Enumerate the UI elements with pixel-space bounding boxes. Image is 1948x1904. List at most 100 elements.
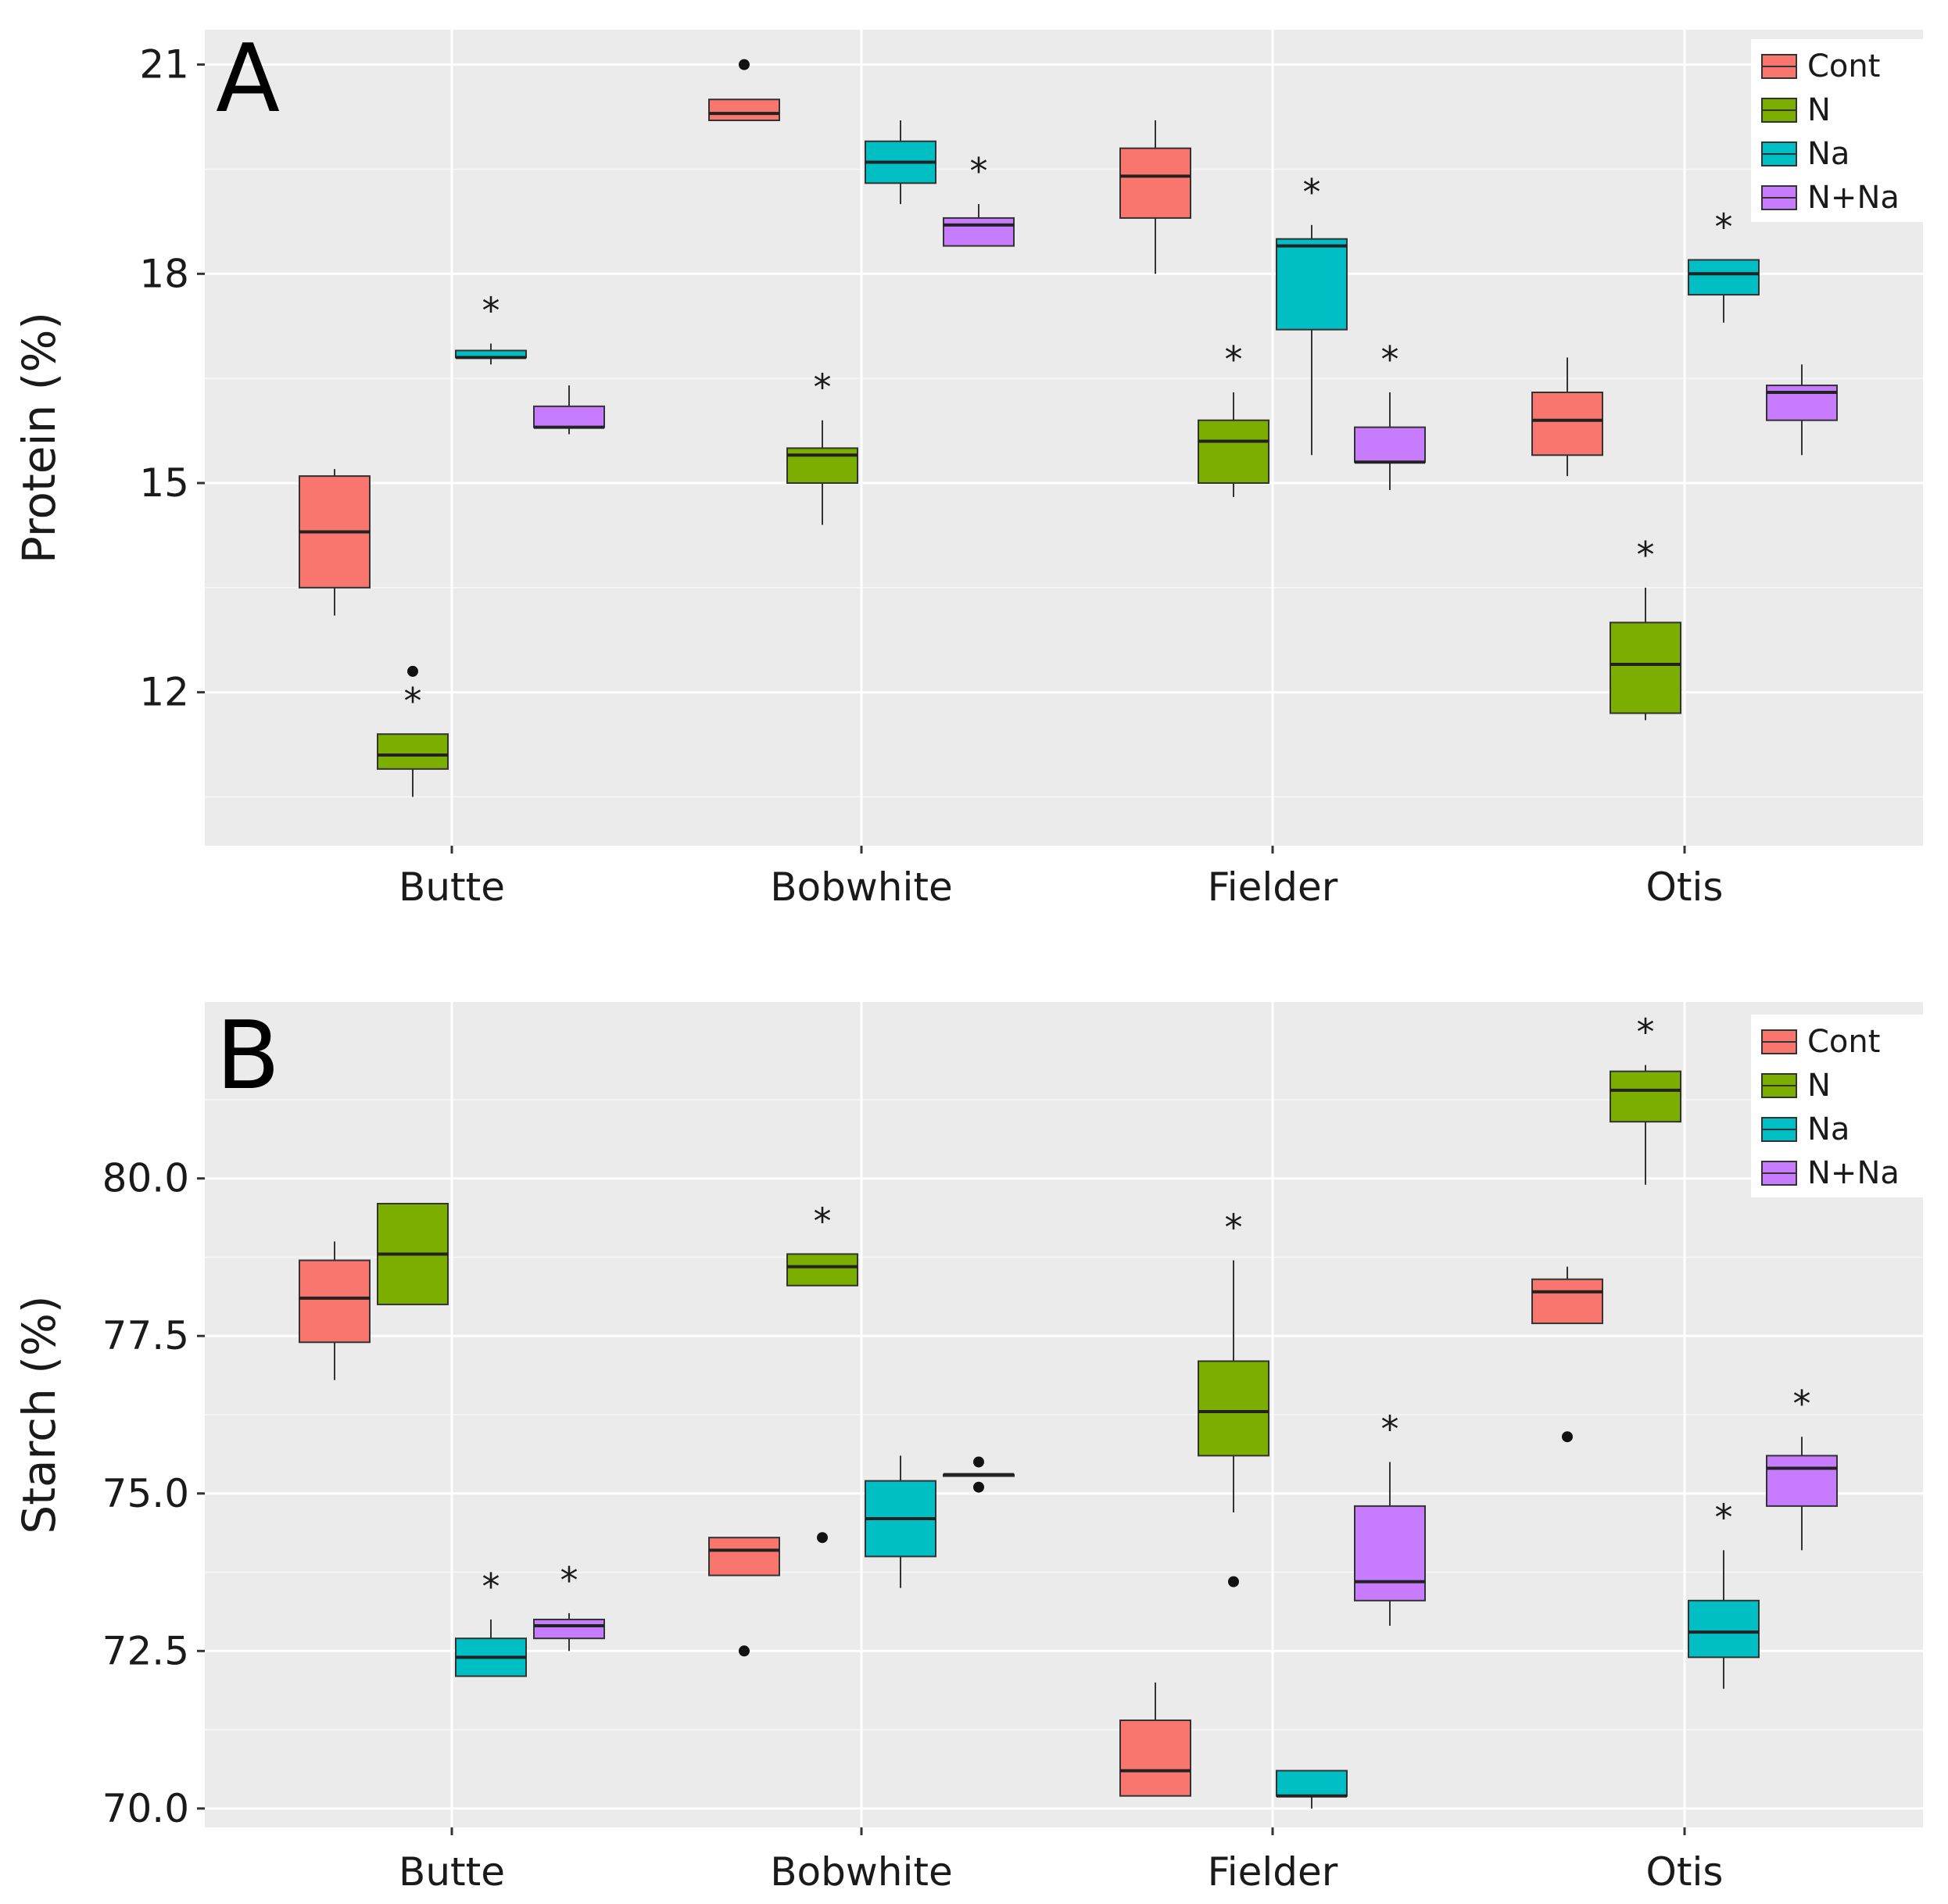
panel-a-otis-na-significance-star: * — [1715, 206, 1733, 248]
panel-a-butte-n-box: * — [377, 665, 449, 797]
panel-a-xtick-label-otis: Otis — [1646, 864, 1724, 910]
panel-b-legend-key-cont: Cont — [1761, 1024, 1880, 1060]
panel-a-legend-label-cont: Cont — [1807, 48, 1880, 84]
panel-b-legend-key-n: N — [1761, 1068, 1831, 1104]
panel-b: 70.0 72.5 75.0 77.5 80.0 Butte Bobwhite Fielder… — [13, 1002, 1923, 1895]
panel-b-ytick-label: 75.0 — [102, 1471, 189, 1516]
panel-b-otis-n-plus-na-significance-star: * — [1793, 1383, 1811, 1425]
panel-a-bobwhite-cont-iqr — [708, 98, 780, 121]
panel-b-butte-n-plus-na-box: * — [533, 1559, 605, 1652]
panel-a-butte-n-iqr — [377, 733, 449, 770]
panel-a-legend-key-cont: Cont — [1761, 48, 1880, 84]
panel-a-otis-n-iqr — [1610, 621, 1681, 714]
panel-a-legend-key-na: Na — [1761, 136, 1850, 172]
panel-a-legend-label-n-plus-na: N+Na — [1807, 180, 1900, 216]
panel-b-fielder-n-plus-na-box: * — [1354, 1408, 1426, 1627]
panel-a-fielder-n-iqr — [1198, 419, 1269, 485]
panel-a-legend-key-n-plus-na: N+Na — [1761, 180, 1900, 216]
panel-b-bobwhite-n-significance-star: * — [814, 1200, 832, 1242]
panel-a-butte-cont-box — [299, 469, 371, 616]
panel-b-bobwhite-n-outlier — [817, 1532, 828, 1544]
panel-b-fielder-n-plus-na-significance-star: * — [1381, 1408, 1399, 1450]
panel-a-otis-n-box: * — [1610, 534, 1681, 721]
panel-b-xtick-label-butte: Butte — [399, 1849, 505, 1895]
panel-b-butte-n-box — [377, 1202, 449, 1305]
panel-b-xtick-label-bobwhite: Bobwhite — [770, 1849, 952, 1895]
panel-a-butte-n-significance-star: * — [404, 680, 422, 722]
panel-a-ytick-label: 15 — [139, 460, 189, 506]
panel-b-legend-key-n-plus-na: N+Na — [1761, 1155, 1900, 1191]
panel-a-background — [205, 30, 1923, 846]
panel-a-fielder-n-significance-star: * — [1225, 338, 1243, 381]
panel-b-butte-n-plus-na-significance-star: * — [560, 1559, 578, 1602]
panel-a-bobwhite-n-plus-na-significance-star: * — [970, 150, 988, 192]
panel-b-fielder-n-iqr — [1198, 1360, 1269, 1457]
panel-b-otis-na-significance-star: * — [1715, 1496, 1733, 1538]
panel-b-legend-label-cont: Cont — [1807, 1024, 1880, 1060]
panel-b-bobwhite-cont-outlier — [739, 1645, 750, 1657]
panel-b-bobwhite-na-box — [865, 1455, 936, 1588]
panel-b-otis-cont-outlier — [1562, 1431, 1573, 1443]
panel-a-legend-label-na: Na — [1807, 136, 1850, 172]
panel-b-legend-label-n: N — [1807, 1068, 1831, 1104]
panel-a-fielder-cont-box — [1119, 120, 1191, 274]
panel-a-butte-n-plus-na-box — [533, 385, 605, 435]
panel-a-ytick-label: 18 — [139, 251, 189, 296]
panel-b-butte-na-box: * — [455, 1566, 527, 1677]
panel-b-butte-na-significance-star: * — [482, 1566, 500, 1608]
panel-b-xtick-label-otis: Otis — [1646, 1849, 1724, 1895]
panel-a-xtick-label-bobwhite: Bobwhite — [770, 864, 952, 910]
panel-b-otis-n-iqr — [1610, 1070, 1681, 1123]
panel-a-legend: Cont N Na N+Na — [1751, 39, 1923, 222]
panel-b-fielder-cont-box — [1119, 1682, 1191, 1797]
panel-a-butte-na-box: * — [455, 290, 527, 365]
panel-a-butte-n-outlier — [407, 665, 418, 677]
panel-b-legend-key-na: Na — [1761, 1111, 1850, 1147]
panel-b-legend: Cont N Na N+Na — [1751, 1015, 1923, 1197]
panel-a-bobwhite-cont-box — [708, 59, 780, 121]
panel-b-otis-cont-box — [1531, 1266, 1603, 1443]
panel-a-fielder-na-significance-star: * — [1303, 171, 1321, 213]
panel-a-xtick-label-butte: Butte — [399, 864, 505, 910]
panel-a-bobwhite-cont-outlier — [739, 59, 750, 70]
panel-a-otis-n-significance-star: * — [1637, 534, 1655, 576]
panel-b-otis-n-significance-star: * — [1637, 1011, 1655, 1054]
panel-a-bobwhite-n-iqr — [786, 447, 858, 485]
panel-b-otis-n-plus-na-box: * — [1766, 1383, 1838, 1551]
panel-a-otis-cont-iqr — [1531, 392, 1603, 456]
panel-a-otis-cont-box — [1531, 357, 1603, 477]
panel-a-bobwhite-n-significance-star: * — [814, 367, 832, 409]
panel-a-ytick-label: 12 — [139, 670, 189, 715]
panel-b-ytick-label: 80.0 — [102, 1156, 189, 1201]
panel-b-y-axis-title: Starch (%) — [13, 1295, 66, 1534]
panel-b-bobwhite-cont-box — [708, 1537, 780, 1657]
panel-a-otis-n-plus-na-iqr — [1766, 385, 1838, 421]
panel-b-fielder-cont-iqr — [1119, 1719, 1191, 1797]
panel-b-label: B — [216, 1002, 280, 1111]
panel-a-fielder-na-iqr — [1276, 238, 1348, 331]
panel-b-bobwhite-n-box: * — [786, 1200, 858, 1544]
panel-a-fielder-n-plus-na-iqr — [1354, 426, 1426, 463]
panel-b-fielder-na-iqr — [1276, 1770, 1348, 1797]
panel-b-legend-label-n-plus-na: N+Na — [1807, 1155, 1900, 1191]
panel-b-bobwhite-n-iqr — [786, 1253, 858, 1287]
panel-a-butte-n-plus-na-iqr — [533, 405, 605, 428]
panel-a-xtick-label-fielder: Fielder — [1208, 864, 1338, 910]
panel-a-bobwhite-na-box — [865, 120, 936, 205]
panel-a: 12 15 18 21 Butte Bobwhite Fielder Otis Protein … — [13, 25, 1923, 910]
panel-b-otis-n-box: * — [1610, 1011, 1681, 1185]
panel-b-otis-n-plus-na-iqr — [1766, 1455, 1838, 1507]
panel-b-bobwhite-n-plus-na-box — [943, 1456, 1015, 1493]
panel-a-fielder-n-box: * — [1198, 338, 1269, 497]
panel-a-fielder-n-plus-na-box: * — [1354, 338, 1426, 490]
panel-a-label: A — [216, 25, 280, 134]
panel-a-legend-label-n: N — [1807, 92, 1831, 128]
panel-a-fielder-cont-iqr — [1119, 147, 1191, 219]
panel-a-bobwhite-n-plus-na-box: * — [943, 150, 1015, 247]
panel-a-bobwhite-n-box: * — [786, 367, 858, 525]
panel-b-fielder-n-significance-star: * — [1225, 1207, 1243, 1249]
panel-a-legend-key-n: N — [1761, 92, 1831, 128]
panel-b-fielder-na-box — [1276, 1770, 1348, 1809]
panel-b-ytick-label: 77.5 — [102, 1313, 189, 1358]
panel-b-legend-label-na: Na — [1807, 1111, 1850, 1147]
